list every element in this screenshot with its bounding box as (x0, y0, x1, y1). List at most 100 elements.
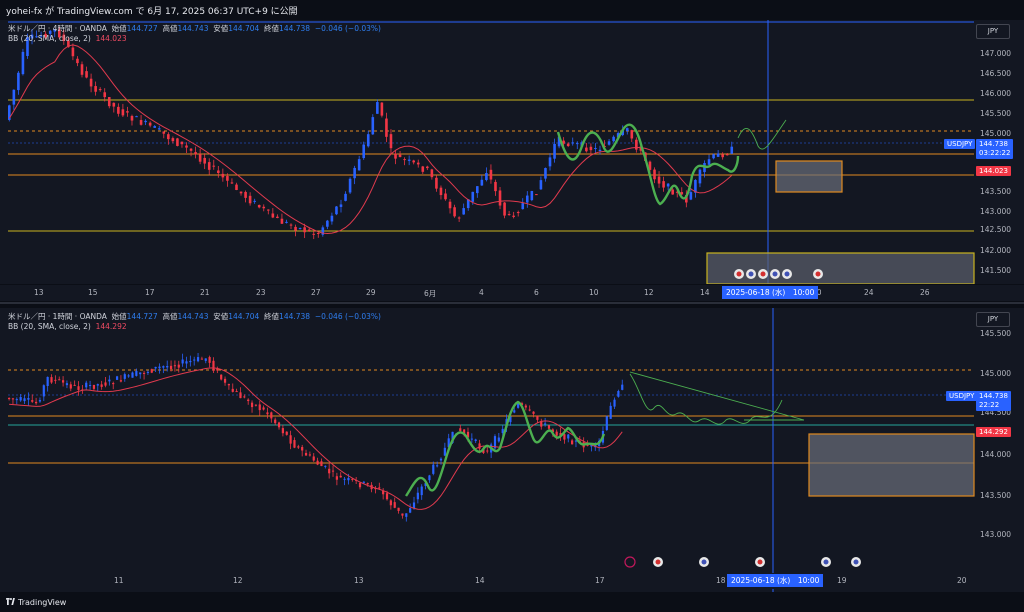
time-tick: 18 (716, 576, 726, 585)
chart-canvas-4h[interactable] (0, 20, 1024, 284)
candle-body (498, 190, 502, 206)
target-zone-box-1h[interactable] (808, 433, 975, 497)
ohlc-legend-1h: 米ドル／円 · 1時間 · OANDA 始値144.727 高値144.743 … (8, 311, 381, 322)
chart-canvas-1h[interactable] (0, 308, 1024, 592)
candle-body (574, 440, 578, 442)
symbol-label[interactable]: 米ドル／円 · 1時間 · OANDA (8, 312, 107, 321)
time-tick: 17 (145, 288, 155, 297)
low-value: 144.704 (228, 24, 260, 33)
candle-body (439, 187, 443, 196)
time-tick: 14 (475, 576, 485, 585)
candle-body (412, 502, 416, 509)
zigzag-pattern-1h (405, 400, 606, 497)
candle-body (230, 182, 234, 184)
candle-body (107, 97, 111, 107)
candle-body (11, 398, 15, 400)
currency-badge-1h[interactable]: JPY (976, 312, 1010, 327)
candle-body (485, 172, 488, 181)
price-tick: 146.500 (980, 69, 1012, 78)
candle-body (62, 34, 66, 41)
time-tick: 15 (88, 288, 98, 297)
candle-body (212, 165, 216, 167)
candle-body (378, 487, 381, 489)
candle-body (243, 396, 246, 398)
target-zone-box-4h[interactable] (775, 160, 843, 193)
high-label: 高値 (162, 312, 178, 321)
candle-body (571, 440, 574, 445)
candle-body (430, 169, 434, 178)
candle-body (31, 400, 34, 402)
candle-body (26, 37, 29, 56)
candle-body (61, 380, 65, 383)
candle-body (298, 228, 302, 230)
candle-body (371, 117, 375, 135)
candle-body (117, 106, 120, 114)
candle-body (575, 143, 579, 145)
candle-body (148, 122, 152, 126)
trendline-1h[interactable] (629, 371, 805, 421)
bb-value: 144.292 (95, 322, 127, 331)
candle-body (301, 447, 304, 451)
event-icons-4h[interactable] (734, 269, 823, 279)
brand-label[interactable]: TradingView (18, 598, 67, 607)
chart-pane-4h[interactable]: 米ドル／円 · 4時間 · OANDA 始値144.727 高値144.743 … (0, 20, 1024, 284)
bb-midline-1h (9, 367, 623, 510)
candle-body (463, 429, 466, 434)
candle-body (77, 386, 80, 390)
candle-body (312, 456, 315, 461)
chart-pane-1h[interactable]: 米ドル／円 · 1時間 · OANDA 始値144.727 高値144.743 … (0, 308, 1024, 592)
candle-body (357, 159, 361, 171)
candle-body (176, 138, 179, 146)
candle-body (535, 194, 538, 196)
candle-body (470, 438, 473, 440)
support-zone-box-4h[interactable] (706, 252, 975, 284)
open-value: 144.727 (126, 24, 158, 33)
candle-body (162, 131, 166, 134)
candle-body (189, 360, 192, 363)
event-icons-1h[interactable] (624, 556, 861, 568)
candle-body (621, 384, 624, 390)
low-value: 144.704 (228, 312, 260, 321)
candle-body (420, 486, 423, 496)
candle-body (625, 128, 629, 131)
candle-body (553, 143, 556, 159)
candle-body (607, 141, 611, 145)
time-axis-4h[interactable]: 13 15 17 21 23 27 29 6月 4 6 10 12 14 20 … (0, 285, 1024, 301)
time-axis-1h[interactable]: 11 12 13 14 17 18 19 20 2025-06-18 (水) 1… (0, 573, 1024, 589)
price-axis-1h[interactable]: 145.500 145.000 144.500 144.000 143.500 … (974, 308, 1024, 592)
candle-body (517, 403, 520, 408)
candle-body (447, 438, 450, 448)
candle-body (421, 166, 425, 172)
candle-body (216, 368, 219, 371)
candle-body (532, 411, 535, 414)
time-tick: 6 (534, 288, 539, 297)
candle-body (166, 365, 169, 368)
symbol-label[interactable]: 米ドル／円 · 4時間 · OANDA (8, 24, 107, 33)
time-tick: 12 (233, 576, 243, 585)
time-tick: 17 (595, 576, 605, 585)
candle-body (412, 160, 415, 163)
pane-divider[interactable] (0, 302, 1024, 304)
candle-body (725, 154, 729, 156)
bb-legend-4h[interactable]: BB (20, SMA, close, 2) 144.023 (8, 34, 127, 43)
candle-body (675, 191, 679, 193)
candle-body (76, 58, 79, 64)
crosshair-date-label: 2025-06-18 (水) 10:00 (722, 286, 819, 299)
price-tick: 145.500 (980, 329, 1012, 338)
price-tick: 145.000 (980, 369, 1012, 378)
bb-legend-1h[interactable]: BB (20, SMA, close, 2) 144.292 (8, 322, 127, 331)
candle-body (185, 361, 188, 364)
high-label: 高値 (162, 24, 178, 33)
candle-body (326, 220, 329, 227)
candle-body (258, 404, 261, 411)
candle-body (436, 465, 439, 467)
candle-body (235, 391, 238, 393)
candle-body (567, 434, 570, 439)
candle-body (88, 385, 92, 387)
candle-body (366, 483, 369, 485)
candle-body (426, 166, 429, 169)
price-tick: 146.000 (980, 89, 1012, 98)
candle-body (80, 64, 84, 75)
candle-body (127, 375, 130, 377)
currency-badge-4h[interactable]: JPY (976, 24, 1010, 39)
